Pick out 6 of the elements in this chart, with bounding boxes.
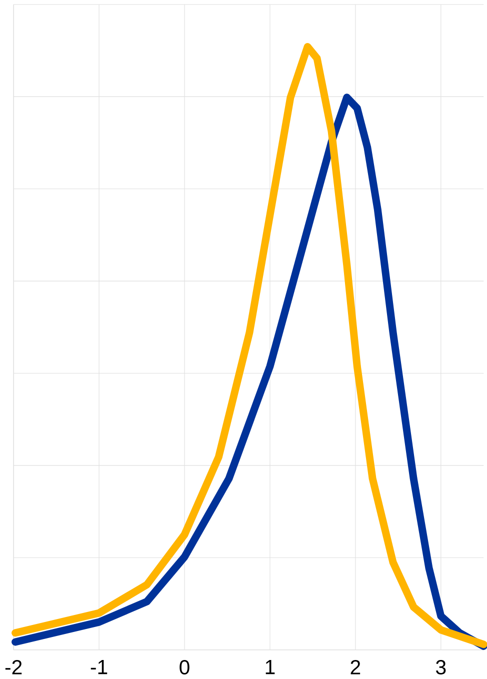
x-tick-label: -2 [5, 660, 22, 674]
x-tick-label: -1 [90, 660, 107, 674]
x-tick-label: 3 [436, 660, 446, 674]
x-tick-label: 1 [266, 660, 274, 674]
x-tick-label: 0 [179, 660, 190, 674]
x-tick-label: 2 [350, 660, 360, 674]
